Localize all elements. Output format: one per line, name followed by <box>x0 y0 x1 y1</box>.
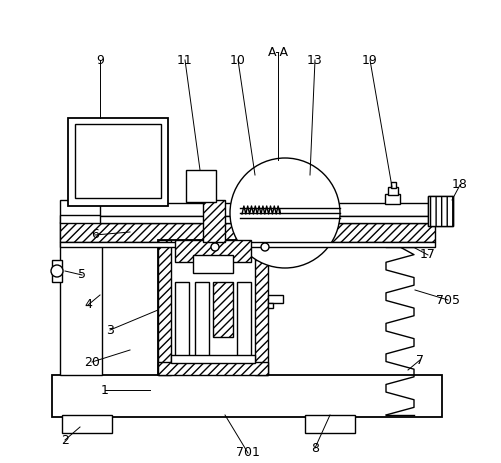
Bar <box>255 240 268 375</box>
Text: A-A: A-A <box>267 45 288 58</box>
Bar <box>60 222 434 242</box>
Bar <box>100 203 439 216</box>
Bar <box>427 196 452 226</box>
Bar <box>390 182 395 188</box>
Text: 18: 18 <box>451 179 467 192</box>
Bar <box>158 362 268 375</box>
Bar <box>194 282 208 360</box>
Bar <box>305 415 354 433</box>
Bar <box>52 375 441 417</box>
Text: 8: 8 <box>311 442 318 455</box>
Bar <box>387 187 397 195</box>
Circle shape <box>51 265 63 277</box>
Text: 17: 17 <box>419 249 435 262</box>
Text: 20: 20 <box>84 356 100 369</box>
Bar <box>60 200 102 375</box>
Bar <box>202 200 224 242</box>
Bar <box>175 240 250 262</box>
Circle shape <box>229 158 339 268</box>
Text: 10: 10 <box>229 54 245 67</box>
Bar <box>175 282 188 360</box>
Bar <box>158 240 268 375</box>
Bar <box>68 118 168 206</box>
Bar <box>158 240 171 375</box>
Bar <box>186 170 215 202</box>
Text: 4: 4 <box>84 299 92 312</box>
Bar <box>60 242 434 247</box>
Bar <box>268 295 283 303</box>
Text: 705: 705 <box>435 294 459 307</box>
Bar <box>100 216 439 223</box>
Text: 11: 11 <box>177 54 192 67</box>
Text: 1: 1 <box>101 383 109 396</box>
Circle shape <box>261 243 269 251</box>
Text: 19: 19 <box>361 54 377 67</box>
Text: 3: 3 <box>106 324 114 337</box>
Text: 701: 701 <box>235 446 260 459</box>
Bar <box>268 303 273 308</box>
Bar <box>52 260 62 282</box>
Circle shape <box>210 243 218 251</box>
Bar <box>192 255 232 273</box>
Bar <box>171 355 255 363</box>
Text: 5: 5 <box>78 269 86 282</box>
Text: 9: 9 <box>96 54 104 67</box>
Bar <box>75 124 161 198</box>
Text: 6: 6 <box>91 229 99 242</box>
Bar <box>427 196 452 226</box>
Bar <box>236 282 250 360</box>
Bar <box>62 415 112 433</box>
Text: 2: 2 <box>61 433 69 446</box>
Bar <box>212 282 232 337</box>
Bar <box>60 215 434 223</box>
Text: 13: 13 <box>307 54 322 67</box>
Bar <box>384 194 399 204</box>
Text: 7: 7 <box>415 353 423 367</box>
